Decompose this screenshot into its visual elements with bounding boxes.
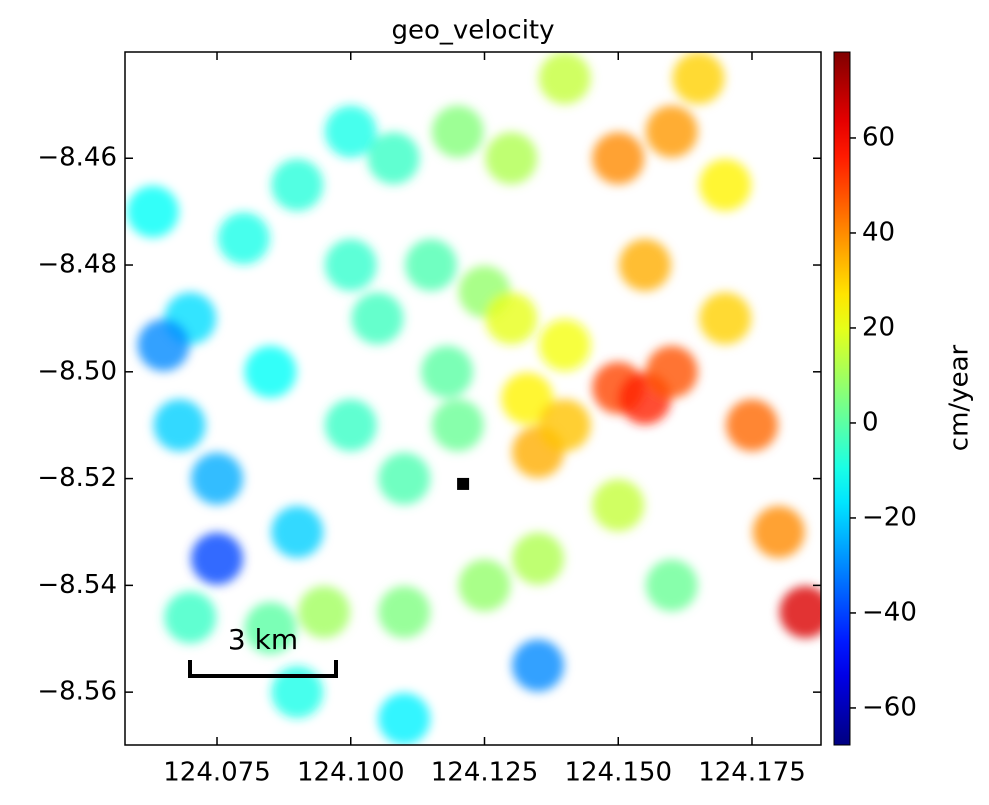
velocity-patch xyxy=(592,132,645,185)
colorbar-tick-label: −20 xyxy=(862,502,917,532)
y-tick-label: −8.46 xyxy=(37,143,117,173)
raster xyxy=(126,52,821,745)
scale-bar: 3 km xyxy=(188,623,338,678)
velocity-patch xyxy=(405,239,458,292)
velocity-patch xyxy=(324,239,377,292)
velocity-patch xyxy=(672,52,725,105)
velocity-patch xyxy=(538,399,591,452)
velocity-patch xyxy=(324,399,377,452)
colorbar-label: cm/year xyxy=(945,344,975,451)
velocity-patch xyxy=(324,105,377,158)
velocity-patch xyxy=(271,505,324,558)
colorbar-tick-label: 20 xyxy=(862,312,895,342)
x-tick-label: 124.175 xyxy=(698,758,806,788)
y-tick-label: −8.54 xyxy=(37,570,117,600)
x-tick-label: 124.075 xyxy=(163,758,271,788)
velocity-patch xyxy=(244,602,297,655)
velocity-patch xyxy=(244,345,297,398)
velocity-patch xyxy=(752,505,805,558)
reference-point xyxy=(457,477,470,490)
velocity-patch xyxy=(421,345,474,398)
velocity-patch xyxy=(367,132,420,185)
colorbar-tick-label: −60 xyxy=(862,692,917,722)
velocity-patch xyxy=(779,586,821,639)
velocity-patch xyxy=(645,559,698,612)
velocity-patch xyxy=(725,399,778,452)
colorbar-tick-label: −40 xyxy=(862,597,917,627)
y-tick-label: −8.50 xyxy=(37,356,117,386)
velocity-patch xyxy=(592,479,645,532)
velocity-patch xyxy=(217,212,270,265)
velocity-patch xyxy=(378,692,431,745)
velocity-patch xyxy=(431,399,484,452)
velocity-patch xyxy=(298,586,351,639)
velocity-patch xyxy=(191,452,244,505)
velocity-patch xyxy=(458,559,511,612)
scale-bar-label: 3 km xyxy=(228,623,298,656)
velocity-patch xyxy=(378,586,431,639)
velocity-patch xyxy=(271,666,324,719)
colorbar xyxy=(833,51,851,746)
velocity-patch xyxy=(538,52,591,105)
velocity-patch xyxy=(191,532,244,585)
velocity-patch xyxy=(538,319,591,372)
velocity-patch xyxy=(699,158,752,211)
y-tick-label: −8.48 xyxy=(37,250,117,280)
velocity-patch xyxy=(351,292,404,345)
velocity-patch xyxy=(126,185,179,238)
velocity-patch xyxy=(511,532,564,585)
velocity-patch xyxy=(378,452,431,505)
y-tick-label: −8.52 xyxy=(37,463,117,493)
velocity-patch xyxy=(271,158,324,211)
velocity-patch xyxy=(164,591,217,644)
chart-title: geo_velocity xyxy=(391,16,554,46)
velocity-patch xyxy=(485,292,538,345)
x-tick-label: 124.125 xyxy=(431,758,539,788)
velocity-patch xyxy=(645,345,698,398)
velocity-patch xyxy=(137,319,190,372)
velocity-patch xyxy=(511,639,564,692)
velocity-patch xyxy=(699,292,752,345)
colorbar-tick-label: 60 xyxy=(862,122,895,152)
velocity-patch xyxy=(618,239,671,292)
colorbar-tick-label: 40 xyxy=(862,217,895,247)
velocity-patch xyxy=(501,372,554,425)
colorbar-tick-label: 0 xyxy=(862,407,879,437)
velocity-patch xyxy=(645,105,698,158)
y-tick-label: −8.56 xyxy=(37,677,117,707)
velocity-patch xyxy=(431,105,484,158)
plot-frame xyxy=(124,51,822,746)
velocity-patch xyxy=(485,132,538,185)
x-tick-label: 124.100 xyxy=(297,758,405,788)
x-tick-label: 124.150 xyxy=(564,758,672,788)
scale-bar-line xyxy=(188,660,338,678)
velocity-patch xyxy=(153,399,206,452)
